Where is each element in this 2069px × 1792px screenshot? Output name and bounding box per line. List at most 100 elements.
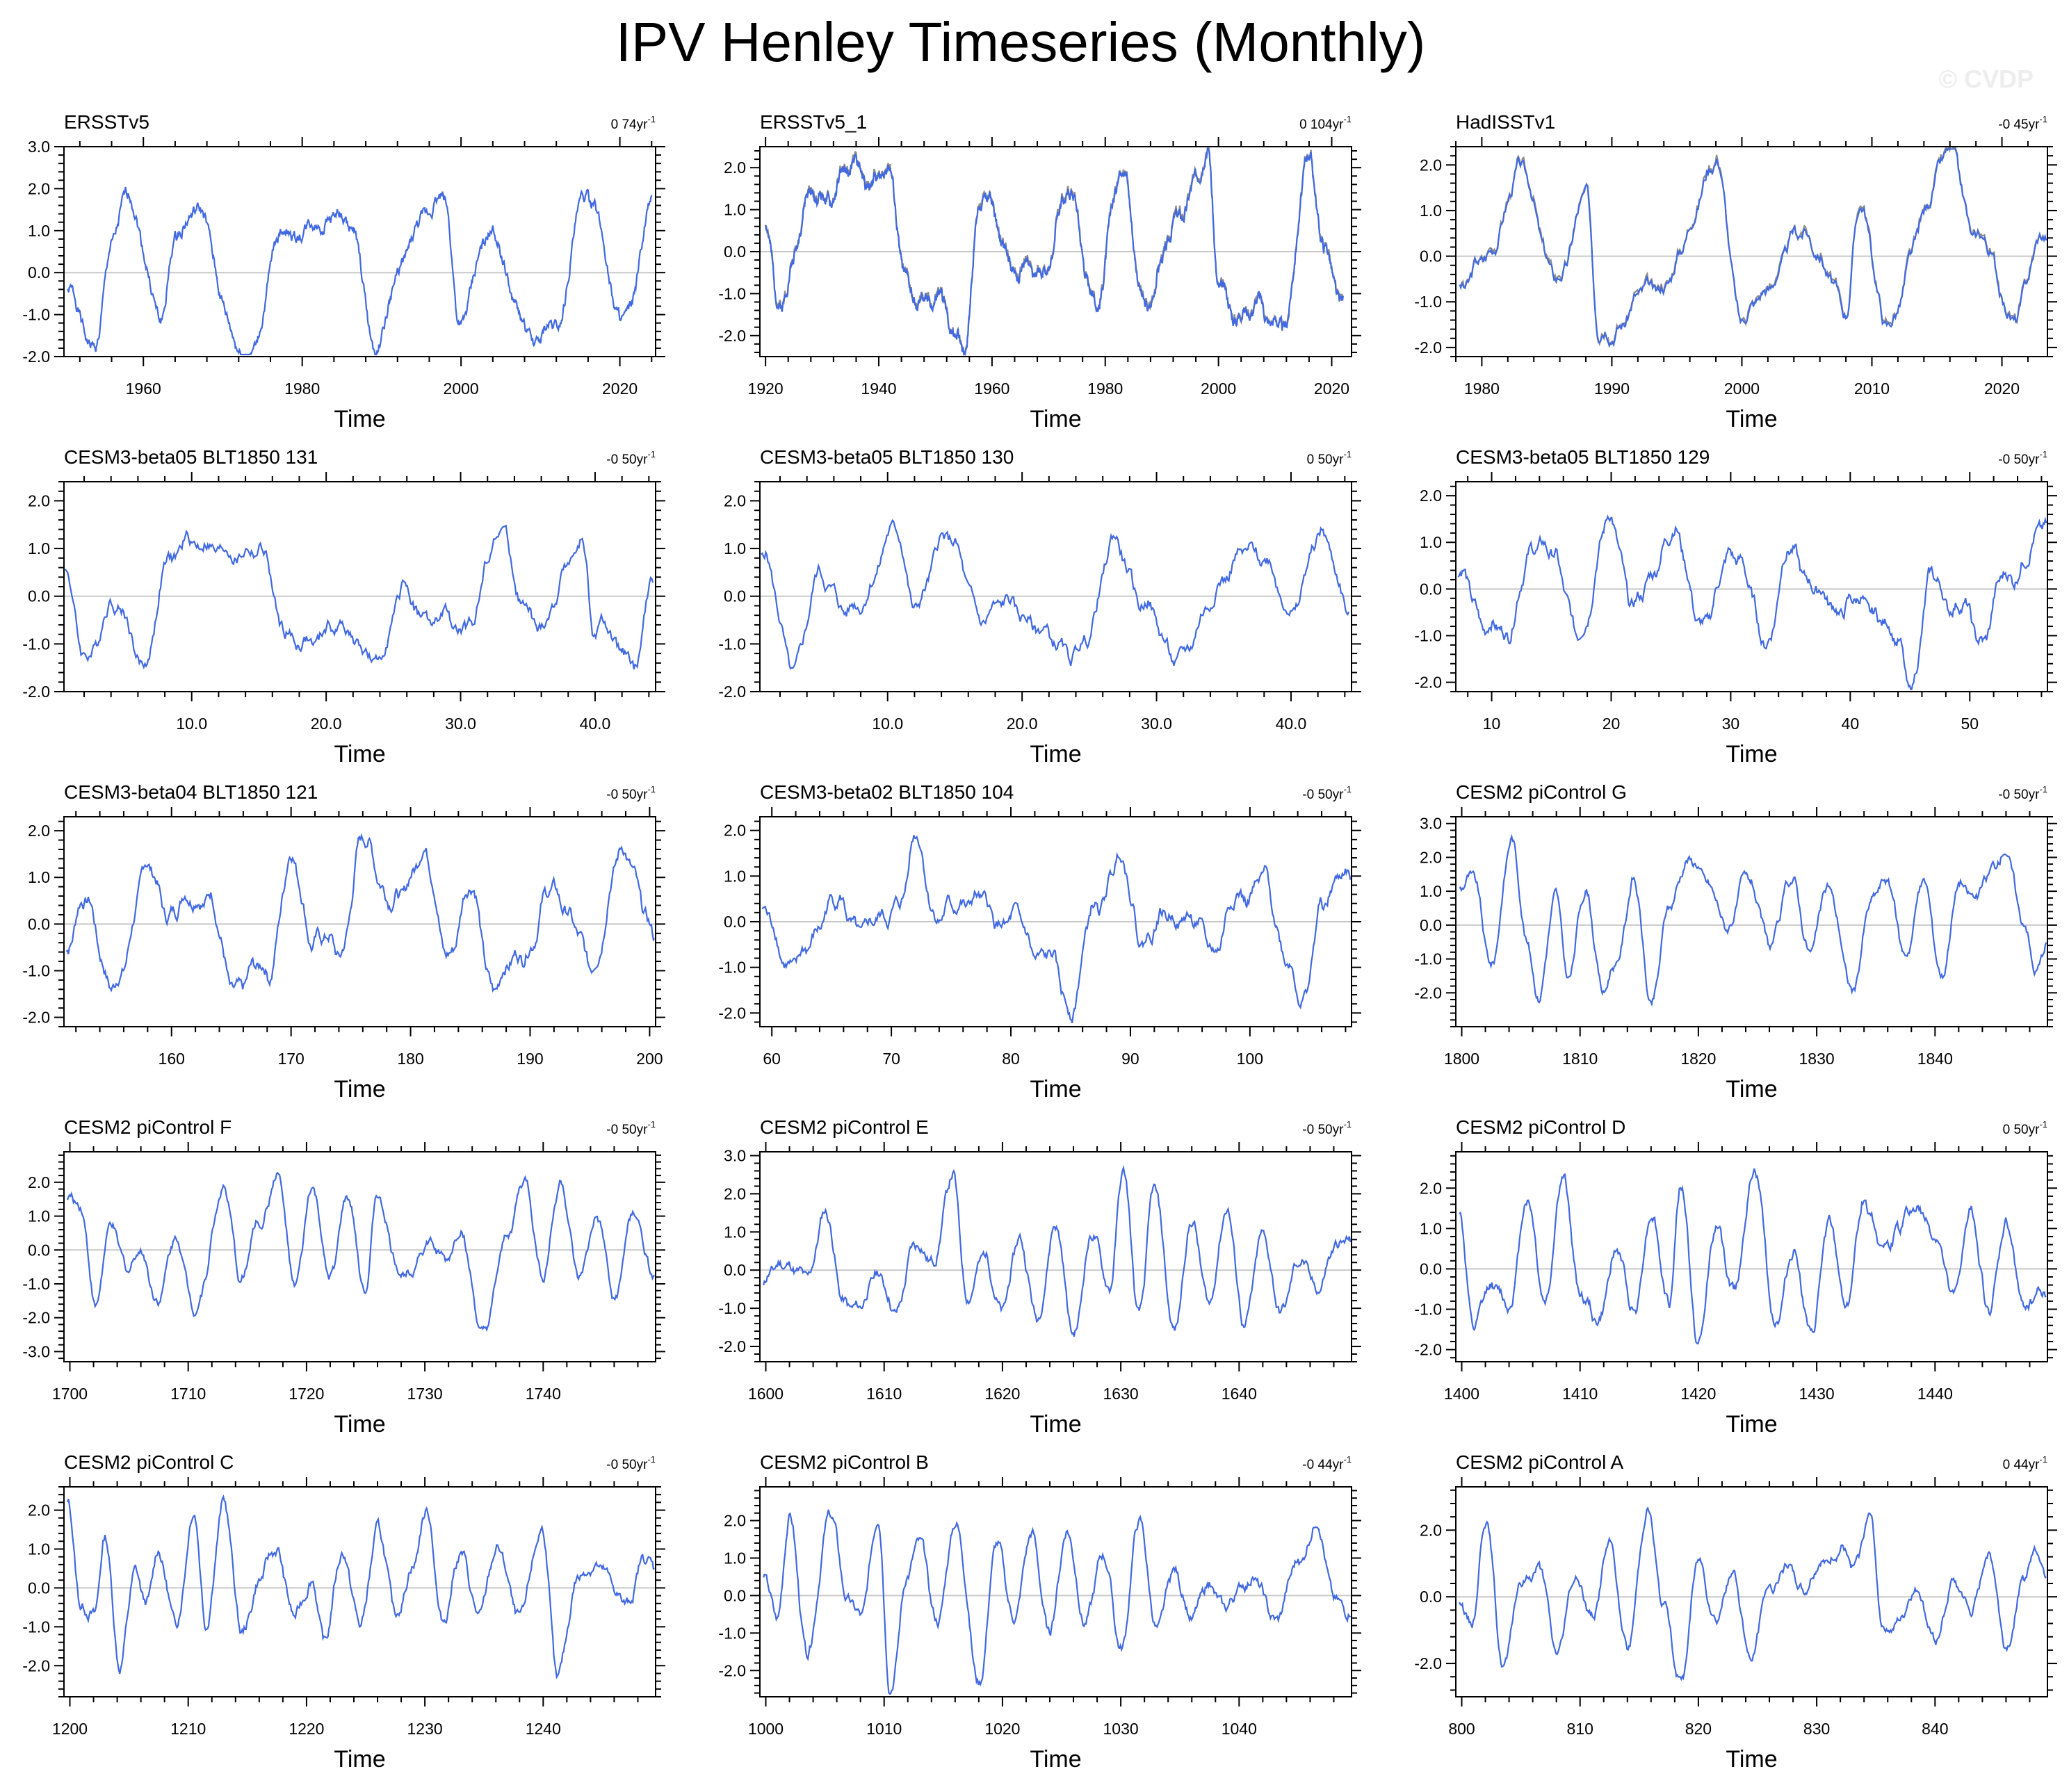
y-tick-label: 1.0	[1420, 882, 1442, 900]
y-tick-label: 2.0	[1420, 1179, 1442, 1197]
series-line	[1459, 1506, 2047, 1681]
x-tick-label: 810	[1567, 1720, 1593, 1738]
y-tick-label: 1.0	[724, 201, 746, 219]
plot-frame	[63, 146, 656, 357]
x-tick-label: 2020	[602, 380, 638, 398]
panel-title: CESM2 piControl C	[64, 1451, 234, 1473]
y-tick-label: -2.0	[22, 683, 50, 701]
x-tick-label: 190	[517, 1050, 543, 1068]
x-tick-label: 1990	[1594, 380, 1630, 398]
y-tick-label: 2.0	[28, 179, 50, 197]
x-tick-label: 2000	[1201, 380, 1236, 398]
panel-title: CESM2 piControl G	[1456, 781, 1627, 803]
x-tick-label: 1430	[1799, 1385, 1835, 1403]
plot-frame	[1455, 816, 2048, 1027]
y-tick-label: 0.0	[724, 1261, 746, 1279]
x-tick-label: 1820	[1680, 1050, 1716, 1068]
chart-panel: 1200 1210 1220 1230 1240 -2.0 -1.0 0.0 1.0 2.0 CES…	[22, 1451, 665, 1773]
x-tick-label: 1720	[289, 1385, 324, 1403]
y-tick-label: 2.0	[724, 822, 746, 840]
y-tick-label: 0.0	[1420, 580, 1442, 598]
series-line	[64, 524, 654, 670]
series-line	[763, 1509, 1352, 1695]
plot-frame	[759, 481, 1352, 692]
y-tick-label: -1.0	[22, 1618, 50, 1636]
y-tick-label: -2.0	[718, 1661, 746, 1679]
x-axis-label: Time	[1726, 1411, 1777, 1437]
x-tick-label: 1000	[748, 1720, 784, 1738]
plot-frame	[1455, 1151, 2048, 1362]
x-tick-label: 1020	[984, 1720, 1020, 1738]
series-line	[765, 147, 1344, 356]
x-tick-label: 1620	[984, 1385, 1020, 1403]
x-tick-label: 1740	[526, 1385, 561, 1403]
overlay-series-line	[1459, 147, 2047, 349]
plot-frame	[1455, 481, 2048, 692]
y-tick-label: -2.0	[1414, 984, 1442, 1002]
chart-panel: 10.0 20.0 30.0 40.0 -2.0 -1.0 0.0 1.0 2.0 CESM3-b…	[718, 446, 1361, 767]
x-tick-label: 30.0	[445, 715, 476, 733]
x-tick-label: 1230	[407, 1720, 443, 1738]
trend-label: -0 50yr-1	[1998, 449, 2047, 467]
y-tick-label: -1.0	[718, 635, 746, 653]
y-tick-label: 3.0	[1420, 815, 1442, 833]
y-tick-label: -2.0	[22, 1656, 50, 1675]
panel-title: CESM2 piControl F	[64, 1116, 232, 1138]
series-line	[65, 833, 656, 993]
x-tick-label: 1240	[526, 1720, 561, 1738]
series-line	[67, 1494, 655, 1679]
x-axis-label: Time	[1030, 741, 1081, 767]
chart-panel: 1800 1810 1820 1830 1840 -2.0 -1.0 0.0 1.0 2.0 3.0…	[1414, 781, 2057, 1102]
trend-label: 0 74yr-1	[611, 114, 656, 132]
y-tick-label: 0.0	[724, 243, 746, 261]
x-tick-label: 1410	[1562, 1385, 1598, 1403]
x-tick-label: 1610	[866, 1385, 902, 1403]
y-tick-label: 0.0	[28, 915, 50, 933]
x-tick-label: 1040	[1222, 1720, 1257, 1738]
y-tick-label: -2.0	[22, 348, 50, 366]
x-tick-label: 2020	[1314, 380, 1349, 398]
y-tick-label: 2.0	[28, 1501, 50, 1520]
x-tick-label: 1980	[1464, 380, 1500, 398]
trend-label: -0 50yr-1	[606, 449, 656, 467]
x-tick-label: 2000	[1724, 380, 1760, 398]
panel-title: ERSSTv5	[64, 111, 149, 133]
y-tick-label: 1.0	[724, 1223, 746, 1241]
series-line	[761, 835, 1352, 1023]
chart-panel: 800 810 820 830 840 -2.0 0.0 2.0 CESM2 piControl…	[1414, 1451, 2057, 1773]
y-tick-label: -1.0	[718, 284, 746, 302]
x-tick-label: 1730	[407, 1385, 443, 1403]
y-tick-label: -2.0	[718, 1337, 746, 1355]
chart-panel: 1600 1610 1620 1630 1640 -2.0 -1.0 0.0 1.0 2.0 3.0…	[718, 1116, 1361, 1437]
x-tick-label: 1210	[170, 1720, 206, 1738]
x-tick-label: 1980	[284, 380, 320, 398]
y-tick-label: 2.0	[724, 1512, 746, 1530]
x-tick-label: 2010	[1854, 380, 1890, 398]
y-tick-label: -1.0	[22, 1275, 50, 1293]
y-tick-label: 1.0	[28, 868, 50, 886]
x-tick-label: 1700	[52, 1385, 88, 1403]
chart-panel: 1920 1940 1960 1980 2000 2020 -2.0 -1.0 0.0 1.0 2.…	[718, 111, 1361, 432]
watermark: © CVDP	[1938, 65, 2034, 93]
x-tick-label: 100	[1237, 1050, 1263, 1068]
x-tick-label: 2020	[1984, 380, 2020, 398]
y-tick-label: 2.0	[28, 1173, 50, 1191]
y-tick-label: 2.0	[1420, 1521, 1442, 1539]
x-tick-label: 840	[1922, 1720, 1948, 1738]
x-tick-label: 90	[1121, 1050, 1139, 1068]
x-axis-label: Time	[1030, 406, 1081, 432]
x-tick-label: 200	[636, 1050, 663, 1068]
x-tick-label: 1010	[866, 1720, 902, 1738]
y-tick-label: -1.0	[1414, 626, 1442, 644]
x-tick-label: 1200	[52, 1720, 88, 1738]
chart-panel: 10 20 30 40 50 -2.0 -1.0 0.0 1.0 2.0 CESM3-beta05 …	[1414, 446, 2057, 767]
x-axis-label: Time	[334, 406, 385, 432]
x-tick-label: 2000	[444, 380, 479, 398]
y-tick-label: -2.0	[718, 327, 746, 345]
panel-title: CESM2 piControl A	[1456, 1451, 1624, 1473]
chart-panel: 1400 1410 1420 1430 1440 -2.0 -1.0 0.0 1.0 2.0 CES…	[1414, 1116, 2057, 1437]
plot-frame	[1455, 146, 2048, 357]
series-line	[67, 1171, 656, 1333]
y-tick-label: 1.0	[1420, 1219, 1442, 1237]
x-axis-label: Time	[1030, 1076, 1081, 1102]
